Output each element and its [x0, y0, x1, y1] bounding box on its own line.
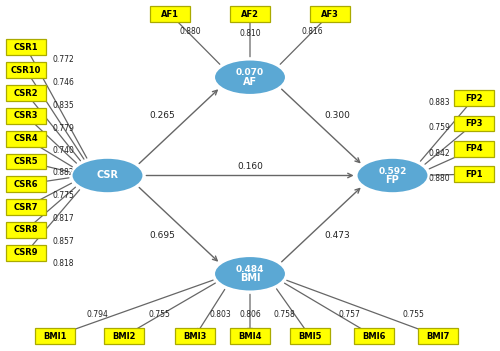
FancyBboxPatch shape [354, 329, 394, 344]
Text: CSR2: CSR2 [14, 88, 38, 98]
Text: CSR: CSR [96, 171, 118, 180]
Text: 0.816: 0.816 [302, 27, 324, 36]
FancyBboxPatch shape [454, 115, 494, 131]
Text: BMI6: BMI6 [362, 332, 386, 341]
Text: 0.880: 0.880 [179, 27, 201, 36]
FancyBboxPatch shape [6, 245, 46, 260]
Text: BMI5: BMI5 [298, 332, 322, 341]
FancyBboxPatch shape [150, 6, 190, 22]
Text: 0.160: 0.160 [237, 161, 263, 171]
Text: 0.695: 0.695 [150, 231, 176, 240]
Text: CSR4: CSR4 [14, 134, 38, 143]
FancyBboxPatch shape [418, 329, 458, 344]
Text: 0.772: 0.772 [52, 55, 74, 64]
Text: CSR1: CSR1 [14, 43, 38, 52]
FancyBboxPatch shape [6, 177, 46, 192]
Text: BMI3: BMI3 [184, 332, 206, 341]
Text: BMI: BMI [240, 273, 260, 283]
Text: CSR9: CSR9 [14, 248, 38, 257]
FancyBboxPatch shape [6, 108, 46, 124]
Text: 0.755: 0.755 [402, 310, 424, 319]
Text: 0.835: 0.835 [52, 101, 74, 110]
Text: 0.857: 0.857 [52, 237, 74, 246]
Text: 0.484: 0.484 [236, 265, 264, 274]
FancyBboxPatch shape [230, 6, 270, 22]
Text: CSR3: CSR3 [14, 111, 38, 120]
Text: 0.883: 0.883 [428, 98, 450, 107]
Text: 0.817: 0.817 [52, 214, 74, 223]
FancyBboxPatch shape [6, 131, 46, 147]
FancyBboxPatch shape [6, 222, 46, 238]
Text: 0.592: 0.592 [378, 167, 406, 176]
Ellipse shape [214, 59, 286, 95]
Text: 0.746: 0.746 [52, 78, 74, 87]
Text: CSR8: CSR8 [14, 225, 38, 234]
Text: 0.758: 0.758 [273, 310, 295, 319]
Text: AF3: AF3 [321, 9, 339, 19]
Text: 0.757: 0.757 [338, 310, 360, 319]
Text: BMI2: BMI2 [112, 332, 136, 341]
FancyBboxPatch shape [6, 39, 46, 55]
Ellipse shape [214, 256, 286, 292]
FancyBboxPatch shape [6, 199, 46, 215]
Text: 0.779: 0.779 [52, 124, 74, 133]
FancyBboxPatch shape [175, 329, 215, 344]
FancyBboxPatch shape [6, 153, 46, 169]
Text: CSR6: CSR6 [14, 180, 38, 189]
Text: 0.755: 0.755 [148, 310, 170, 319]
Text: 0.810: 0.810 [239, 29, 261, 38]
FancyBboxPatch shape [35, 329, 75, 344]
Text: FP: FP [386, 175, 400, 185]
Text: CSR5: CSR5 [14, 157, 38, 166]
FancyBboxPatch shape [230, 329, 270, 344]
Ellipse shape [72, 158, 144, 193]
Text: CSR7: CSR7 [14, 203, 38, 212]
Text: 0.300: 0.300 [324, 111, 350, 120]
FancyBboxPatch shape [290, 329, 330, 344]
Text: 0.775: 0.775 [52, 191, 74, 200]
Text: 0.842: 0.842 [428, 148, 450, 158]
Text: 0.882: 0.882 [53, 168, 74, 177]
Text: FP2: FP2 [465, 94, 483, 103]
Ellipse shape [356, 158, 428, 193]
Text: CSR10: CSR10 [11, 66, 41, 75]
Text: BMI7: BMI7 [426, 332, 450, 341]
Text: BMI4: BMI4 [238, 332, 262, 341]
Text: 0.473: 0.473 [324, 231, 350, 240]
Text: BMI1: BMI1 [44, 332, 67, 341]
Text: 0.818: 0.818 [53, 259, 74, 269]
FancyBboxPatch shape [6, 85, 46, 101]
Text: FP3: FP3 [465, 119, 483, 128]
FancyBboxPatch shape [310, 6, 350, 22]
Text: FP1: FP1 [465, 170, 483, 179]
Text: 0.794: 0.794 [86, 310, 108, 319]
Text: AF1: AF1 [161, 9, 179, 19]
Text: 0.759: 0.759 [428, 123, 450, 132]
Text: AF2: AF2 [241, 9, 259, 19]
Text: 0.265: 0.265 [150, 111, 176, 120]
Text: 0.803: 0.803 [209, 310, 231, 319]
Text: 0.070: 0.070 [236, 68, 264, 77]
Text: AF: AF [243, 77, 257, 87]
Text: 0.806: 0.806 [239, 310, 261, 319]
FancyBboxPatch shape [104, 329, 144, 344]
Text: FP4: FP4 [465, 144, 483, 153]
Text: 0.740: 0.740 [52, 146, 74, 155]
FancyBboxPatch shape [454, 166, 494, 182]
Text: 0.880: 0.880 [428, 174, 450, 183]
FancyBboxPatch shape [454, 90, 494, 106]
FancyBboxPatch shape [6, 62, 46, 78]
FancyBboxPatch shape [454, 141, 494, 157]
